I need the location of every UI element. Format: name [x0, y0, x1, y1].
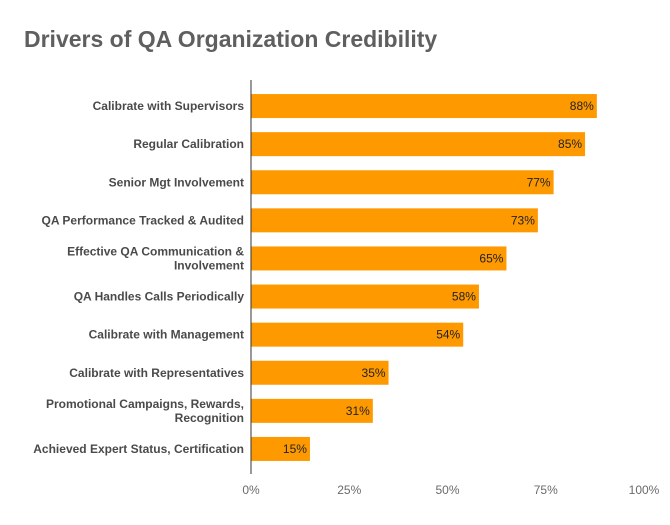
category-label-line: Involvement	[174, 258, 244, 272]
x-tick-label: 25%	[337, 483, 361, 497]
category-label: Effective QA Communication & Involvement	[67, 244, 244, 272]
x-tick-label: 100%	[629, 483, 660, 497]
category-label: Calibrate with Representatives	[69, 366, 244, 380]
category-label: Calibrate with Supervisors	[93, 99, 245, 113]
bar	[251, 436, 310, 461]
bar	[251, 94, 597, 119]
category-label: Regular Calibration	[133, 137, 244, 151]
category-label: Calibrate with Management	[89, 328, 244, 342]
category-label-line: Promotional Campaigns, Rewards,	[46, 397, 244, 411]
category-label: Senior Mgt Involvement	[109, 175, 244, 189]
category-label-line: QA Performance Tracked & Audited	[42, 213, 245, 227]
bar	[251, 398, 373, 423]
category-label-line: Calibrate with Representatives	[69, 366, 244, 380]
category-label-line: Regular Calibration	[133, 137, 244, 151]
category-label-line: Effective QA Communication &	[67, 244, 244, 258]
bar	[251, 170, 554, 195]
x-tick-label: 50%	[435, 483, 459, 497]
data-label: 31%	[346, 404, 370, 418]
data-label: 73%	[511, 213, 535, 227]
x-tick-label: 0%	[242, 483, 260, 497]
data-label: 35%	[362, 366, 386, 380]
category-label: QA Handles Calls Periodically	[74, 290, 245, 304]
data-label: 65%	[479, 251, 503, 265]
bar	[251, 360, 389, 385]
category-label-line: Calibrate with Supervisors	[93, 99, 245, 113]
data-label: 58%	[452, 290, 476, 304]
x-tick-label: 75%	[534, 483, 558, 497]
data-label: 85%	[558, 137, 582, 151]
category-label-line: Senior Mgt Involvement	[109, 175, 244, 189]
category-label-line: Calibrate with Management	[89, 328, 244, 342]
category-label: Achieved Expert Status, Certification	[33, 442, 244, 456]
bar	[251, 246, 507, 271]
category-label-line: Achieved Expert Status, Certification	[33, 442, 244, 456]
data-label: 77%	[527, 175, 551, 189]
category-label: Promotional Campaigns, Rewards, Recogniti…	[46, 397, 244, 425]
chart-title: Drivers of QA Organization Credibility	[24, 26, 438, 52]
data-label: 88%	[570, 99, 594, 113]
bar	[251, 208, 538, 233]
category-label-line: QA Handles Calls Periodically	[74, 290, 245, 304]
bar	[251, 322, 464, 347]
category-label: QA Performance Tracked & Audited	[42, 213, 245, 227]
category-label-line: Recognition	[175, 411, 244, 425]
bar	[251, 284, 479, 309]
data-label: 15%	[283, 442, 307, 456]
bar	[251, 132, 586, 157]
data-label: 54%	[436, 328, 460, 342]
